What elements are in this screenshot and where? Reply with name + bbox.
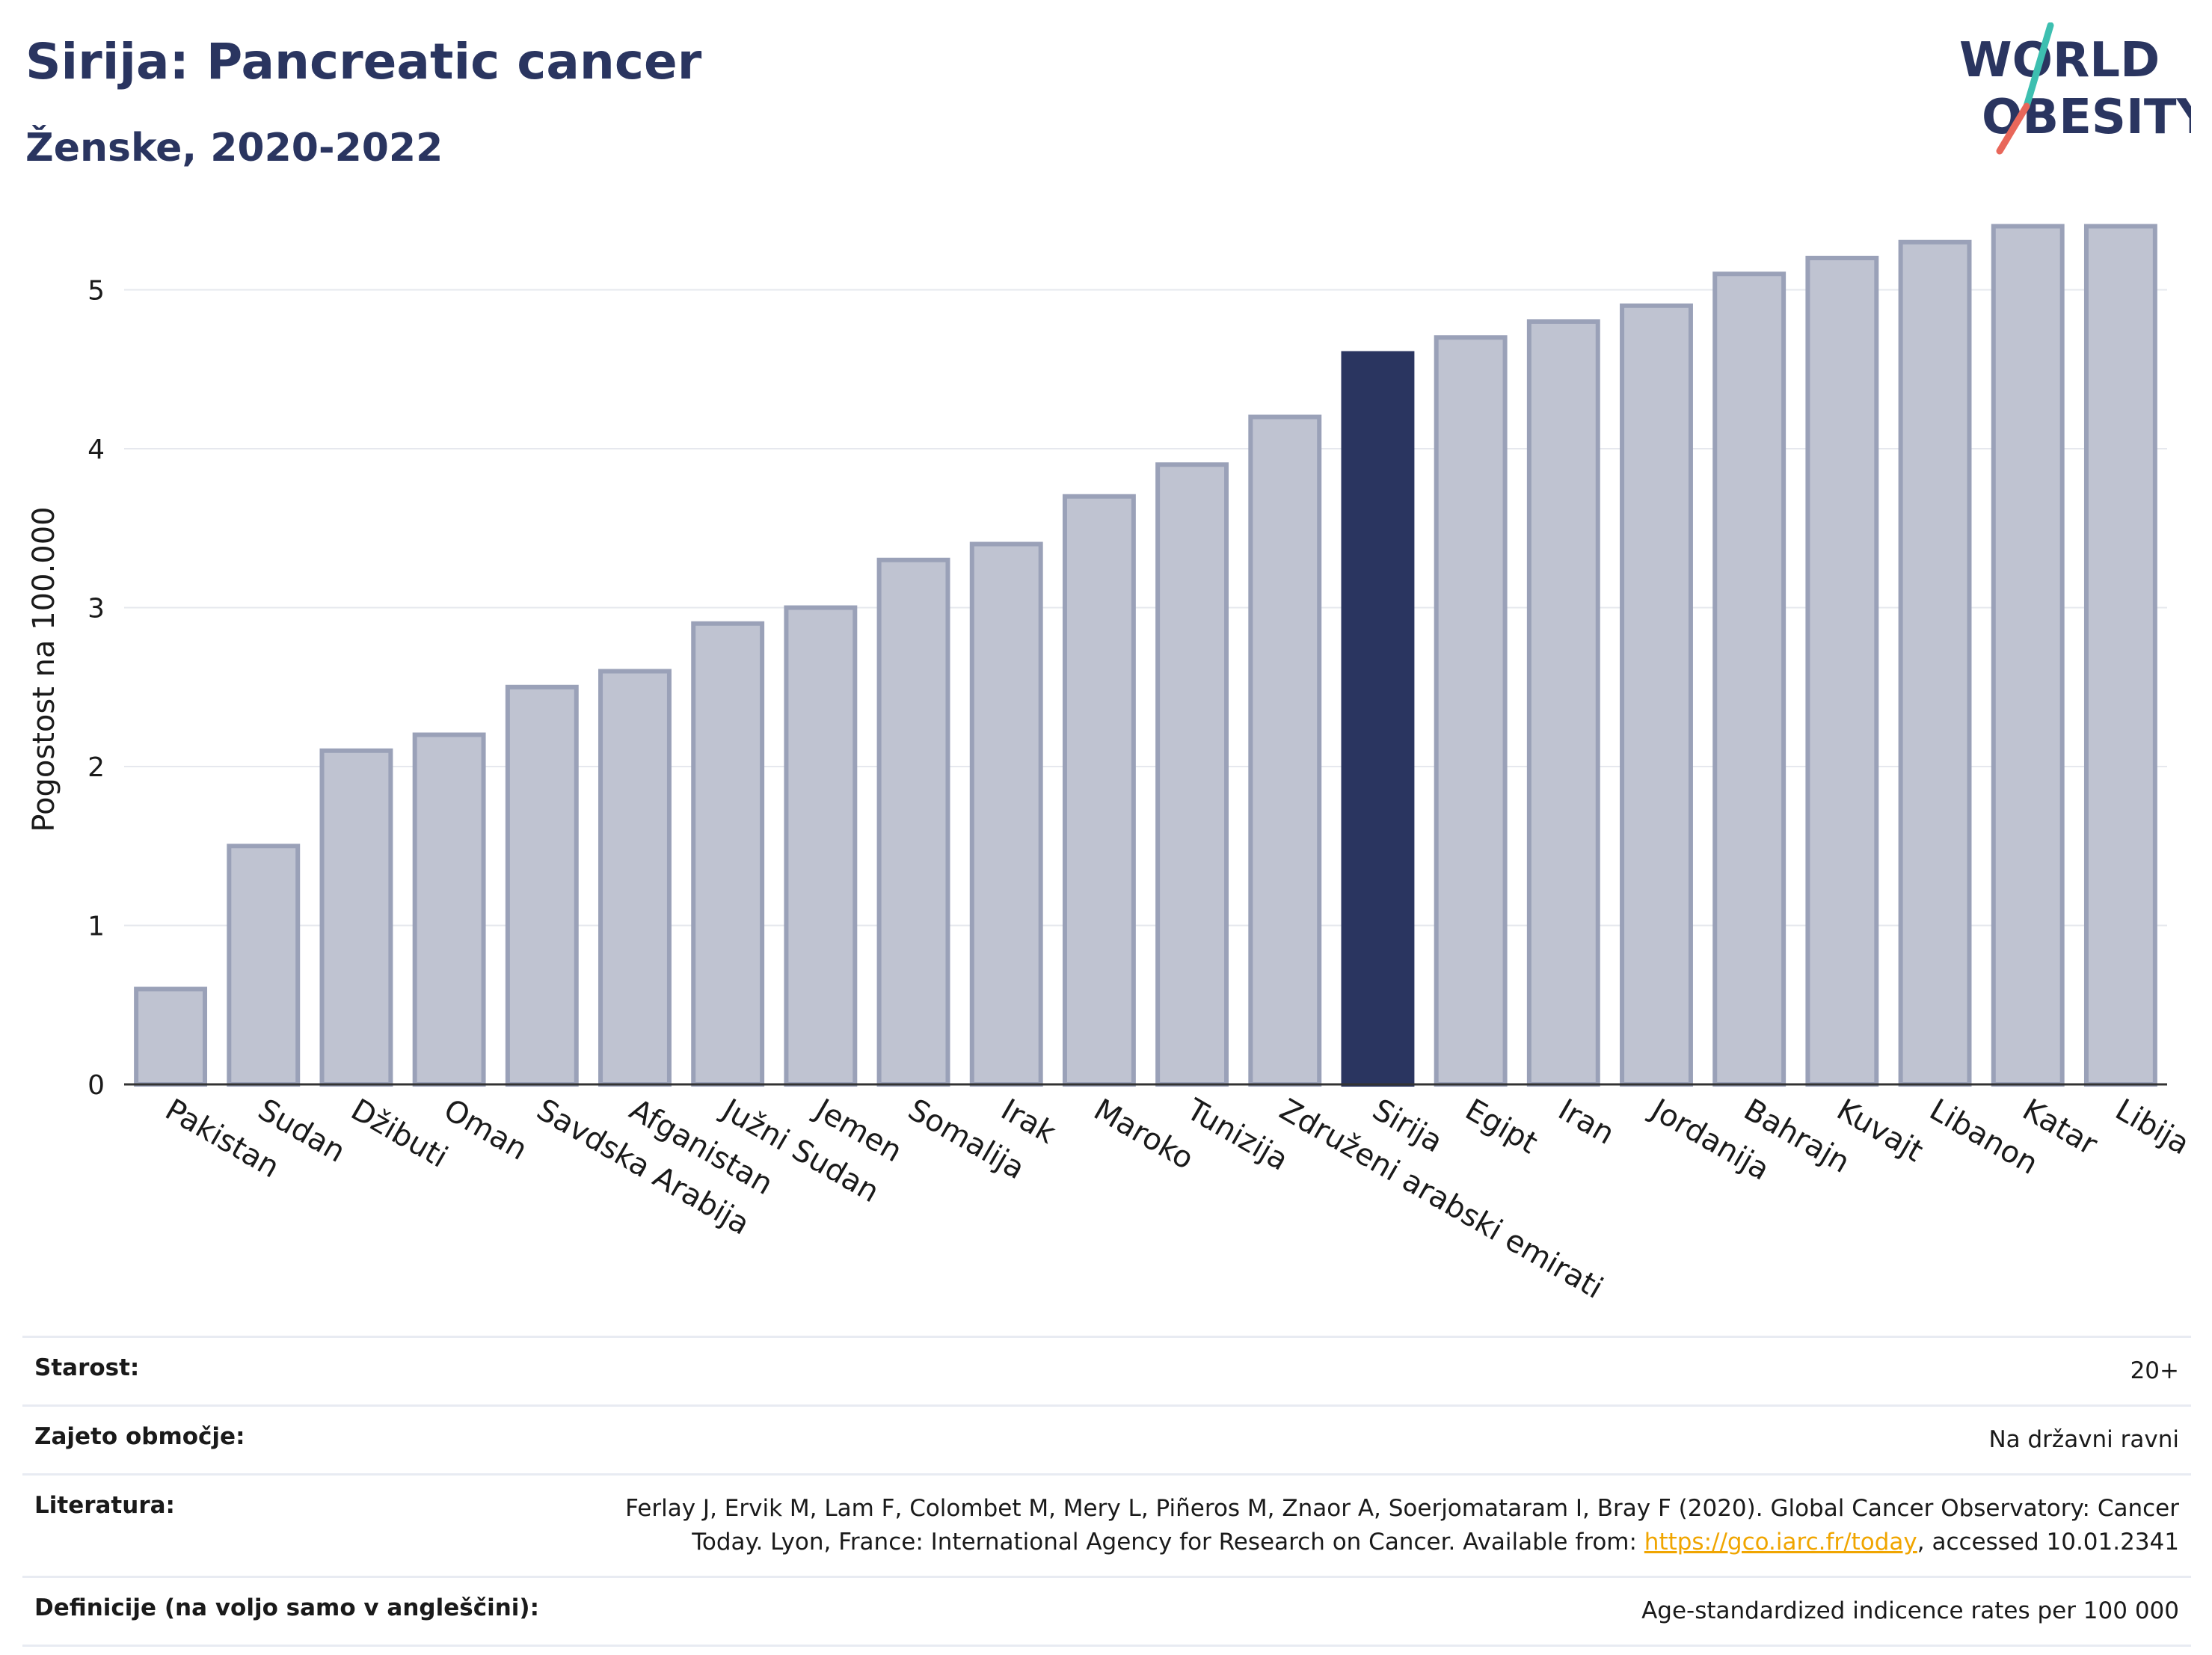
bar-pakistan [134,986,208,1087]
bar-libija [2083,224,2157,1087]
bar-sirija [1341,351,1415,1087]
metadata-table: Starost: 20+ Zajeto območje: Na državni … [22,1336,2191,1647]
logo-word-2: OBESITY [1982,90,2191,145]
bar-džibuti [319,748,393,1087]
logo-slash-bottom [1996,102,2030,155]
bar-bahrajn [1712,271,1787,1087]
x-tick-label: Oman [438,1093,533,1167]
meta-value: Age-standardized indicence rates per 100… [1641,1597,2179,1624]
bar-afganistan [598,669,672,1087]
meta-row-literature: Literatura: Ferlay J, Ervik M, Lam F, Co… [22,1473,2191,1576]
literature-line-2-post: , accessed 10.01.2341 [1917,1528,2179,1556]
bar-oman [412,732,486,1087]
meta-value: 20+ [2130,1357,2179,1384]
bar-egipt [1434,335,1508,1087]
page-title: Sirija: Pancreatic cancer [25,33,702,90]
bar-združeni-arabski-emirati [1248,414,1322,1087]
meta-row-age: Starost: 20+ [22,1336,2191,1404]
x-tick-label: Iran [1552,1093,1620,1152]
bar-jordanija [1620,303,1693,1087]
meta-value: Na državni ravni [1988,1425,2179,1453]
y-axis-title: Pogostost na 100.000 [27,506,61,832]
world-obesity-logo: WORLD OBESITY [1959,22,2191,155]
bar-irak [969,541,1043,1087]
literature-line-1: Ferlay J, Ervik M, Lam F, Colombet M, Me… [625,1494,2179,1522]
bar-tunizija [1155,462,1229,1087]
y-tick-label: 1 [87,912,105,942]
x-tick-label: Maroko [1088,1093,1199,1176]
y-tick-label: 0 [87,1070,105,1101]
meta-key: Definicije (na voljo samo v angleščini): [34,1594,539,1621]
bar-libanon [1898,239,1972,1087]
meta-key: Starost: [34,1354,140,1381]
y-tick-label: 2 [87,752,105,783]
bar-somalija [876,557,950,1087]
literature-line-2-pre: Today. Lyon, France: International Agenc… [692,1528,1644,1556]
meta-row-definitions: Definicije (na voljo samo v angleščini):… [22,1575,2191,1647]
logo-word-1: WORLD [1959,33,2160,88]
source-link[interactable]: https://gco.iarc.fr/today [1644,1528,1917,1556]
bar-sudan [227,844,301,1087]
y-tick-label: 4 [87,435,105,465]
y-tick-label: 5 [87,276,105,307]
x-tick-label: Egipt [1460,1093,1543,1161]
bar-južni-sudan [691,621,765,1087]
bar-katar [1991,224,2065,1087]
meta-row-coverage: Zajeto območje: Na državni ravni [22,1404,2191,1473]
bar-jemen [784,605,858,1087]
x-tick-label: Džibuti [345,1093,453,1175]
bar-kuvajt [1805,256,1879,1087]
bar-iran [1526,319,1600,1087]
meta-key: Literatura: [34,1491,175,1519]
bar-savdska-arabija [505,684,579,1087]
meta-value: Ferlay J, Ervik M, Lam F, Colombet M, Me… [625,1492,2179,1559]
x-tick-label: Tunizija [1180,1092,1294,1177]
page-subtitle: Ženske, 2020-2022 [25,126,443,171]
bar-maroko [1062,494,1136,1087]
meta-key: Zajeto območje: [34,1422,245,1450]
y-tick-label: 3 [87,594,105,624]
logo-slash-top [2023,22,2054,110]
x-tick-label: Libija [2110,1093,2195,1162]
